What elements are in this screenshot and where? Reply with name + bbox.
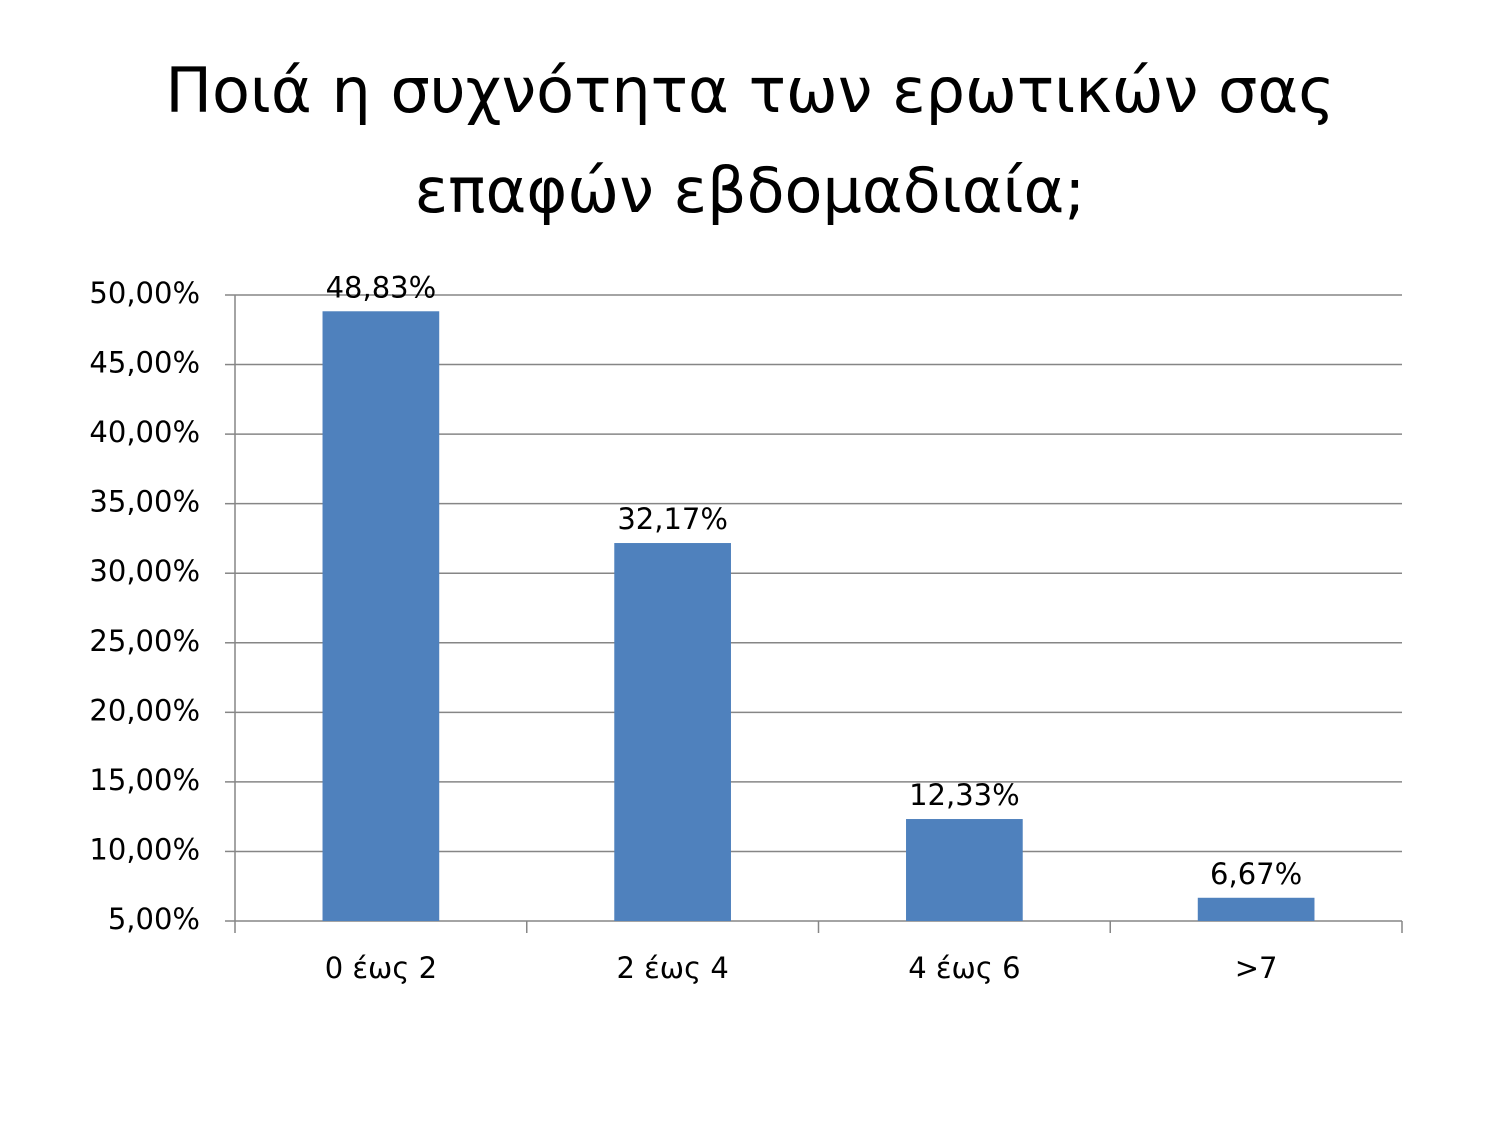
chart-title: επαφών εβδομαδιαία; [415,154,1086,227]
bar [322,311,440,921]
x-tick-label: 4 έως 6 [908,951,1020,985]
y-tick-label: 15,00% [89,763,200,797]
data-label: 32,17% [617,502,728,536]
bar [1197,897,1315,921]
x-tick-label: >7 [1235,951,1278,985]
bar [614,543,731,921]
y-tick-label: 40,00% [89,415,200,449]
y-tick-label: 25,00% [89,624,200,658]
y-tick-label: 20,00% [89,693,200,727]
bar [906,819,1023,921]
data-label: 48,83% [326,270,437,304]
y-tick-label: 50,00% [89,276,200,310]
x-tick-label: 2 έως 4 [616,951,728,985]
y-tick-label: 30,00% [89,554,200,588]
y-tick-label: 45,00% [89,346,200,380]
data-label: 6,67% [1210,857,1302,891]
y-tick-label: 35,00% [89,485,200,519]
x-tick-label: 0 έως 2 [325,951,437,985]
chart-title: Ποιά η συχνότητα των ερωτικών σας [165,54,1334,127]
data-label: 12,33% [909,778,1020,812]
y-tick-label: 10,00% [89,832,200,866]
y-tick-label: 5,00% [108,902,200,936]
